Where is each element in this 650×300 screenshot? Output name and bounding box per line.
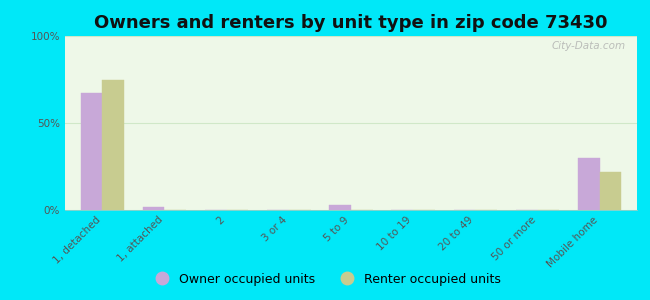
Bar: [143, 206, 164, 210]
Title: Owners and renters by unit type in zip code 73430: Owners and renters by unit type in zip c…: [94, 14, 608, 32]
Bar: [578, 158, 600, 210]
Bar: [600, 172, 621, 210]
Legend: Owner occupied units, Renter occupied units: Owner occupied units, Renter occupied un…: [144, 268, 506, 291]
Bar: [330, 205, 351, 210]
Bar: [81, 93, 102, 210]
Text: City-Data.com: City-Data.com: [551, 41, 625, 51]
Bar: [102, 80, 124, 210]
